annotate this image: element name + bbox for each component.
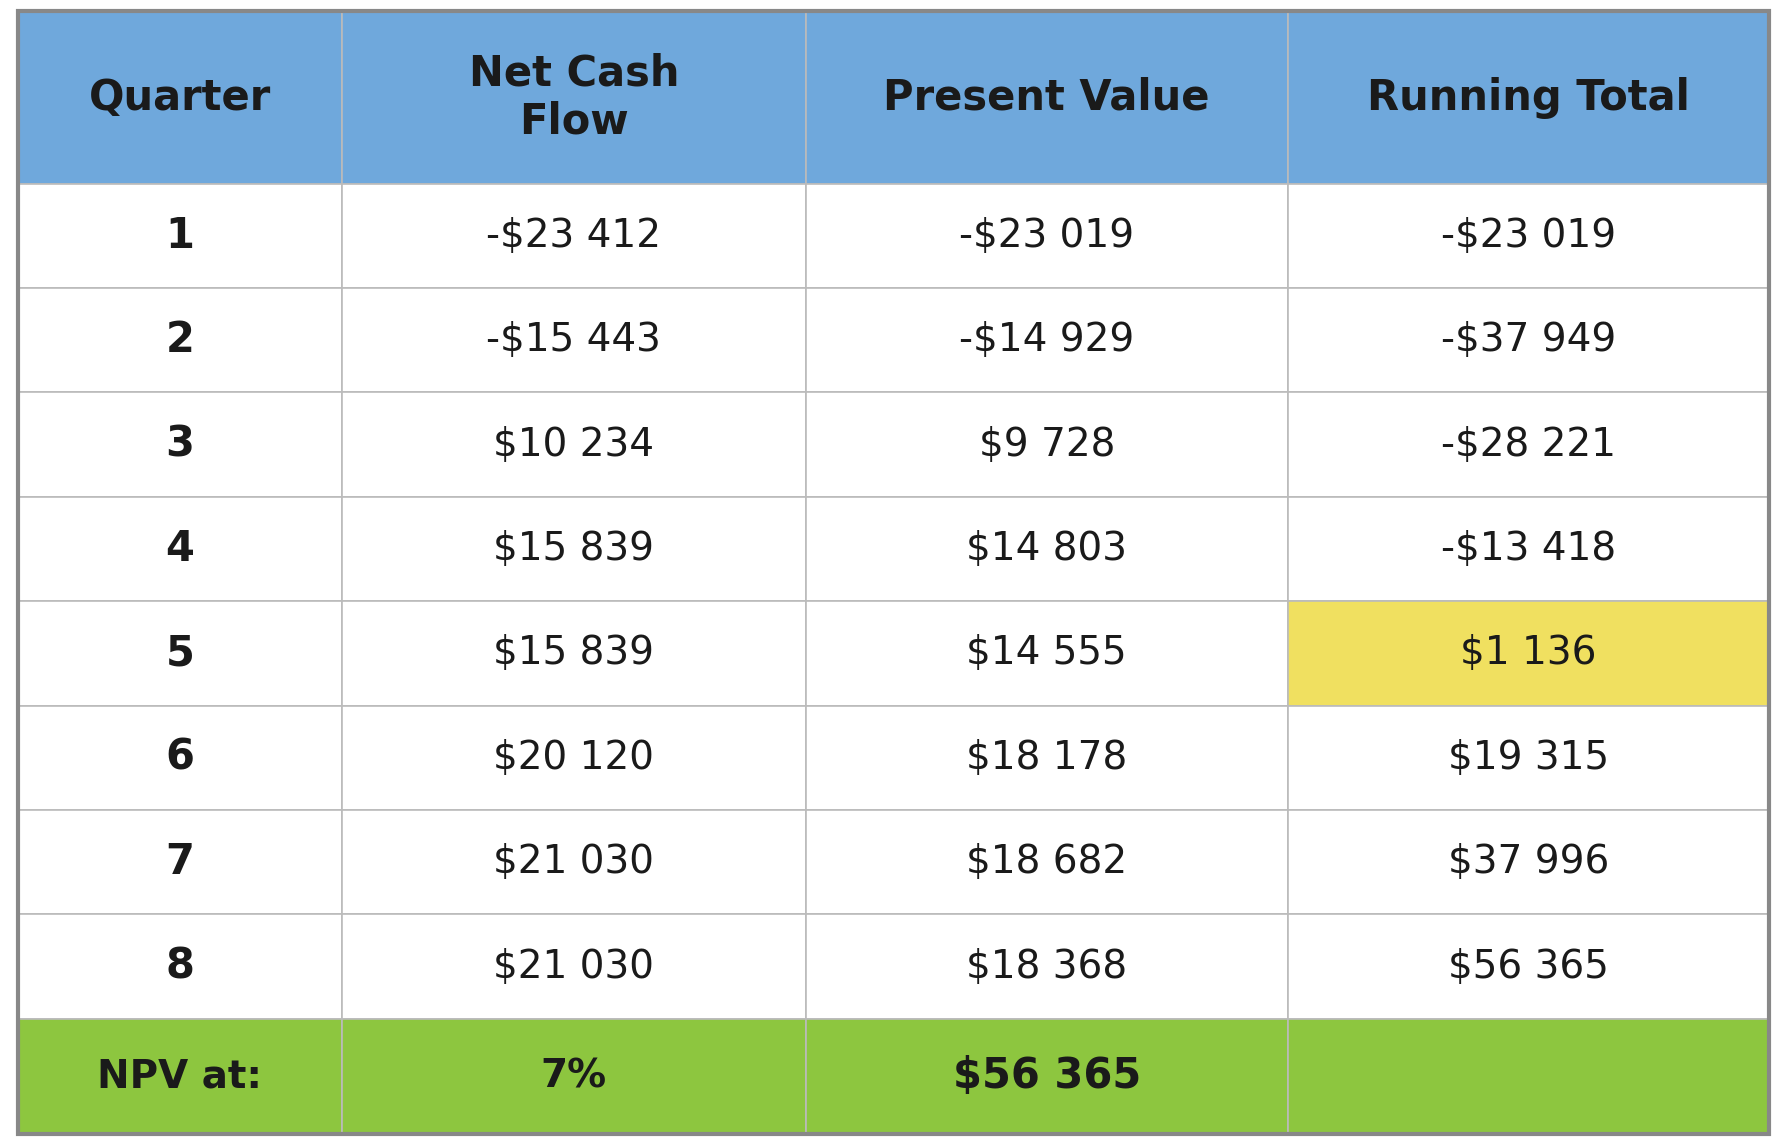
Text: $18 178: $18 178 (967, 739, 1128, 776)
Bar (806, 915, 1287, 1019)
Text: $18 368: $18 368 (967, 948, 1128, 986)
Text: $21 030: $21 030 (493, 948, 654, 986)
Bar (1287, 601, 1769, 705)
Text: NPV at:: NPV at: (96, 1057, 263, 1095)
Bar (341, 705, 806, 810)
Text: $15 839: $15 839 (493, 530, 654, 568)
Bar (1287, 497, 1769, 601)
Bar (341, 601, 806, 705)
Bar (806, 393, 1287, 497)
Bar (18, 497, 341, 601)
Text: 8: 8 (166, 946, 195, 987)
Text: $20 120: $20 120 (493, 739, 654, 776)
Bar (1287, 183, 1769, 289)
Text: -$13 418: -$13 418 (1440, 530, 1615, 568)
Text: $18 682: $18 682 (967, 843, 1128, 882)
Bar (806, 810, 1287, 915)
Bar (1287, 1019, 1769, 1134)
Bar (341, 810, 806, 915)
Bar (1287, 289, 1769, 393)
Bar (806, 497, 1287, 601)
Bar (18, 289, 341, 393)
Text: Running Total: Running Total (1367, 77, 1691, 119)
Text: -$37 949: -$37 949 (1440, 322, 1615, 360)
Bar (18, 183, 341, 289)
Text: $9 728: $9 728 (979, 426, 1115, 464)
Text: 7%: 7% (541, 1057, 608, 1095)
Bar (341, 1019, 806, 1134)
Text: 1: 1 (166, 215, 195, 256)
Text: -$23 412: -$23 412 (486, 216, 661, 255)
Bar (806, 601, 1287, 705)
Text: -$23 019: -$23 019 (960, 216, 1135, 255)
Text: $14 555: $14 555 (967, 634, 1128, 672)
Bar (1287, 393, 1769, 497)
Bar (341, 915, 806, 1019)
Text: 2: 2 (166, 319, 195, 362)
Text: $10 234: $10 234 (493, 426, 654, 464)
Bar (806, 183, 1287, 289)
Bar (18, 810, 341, 915)
Bar (806, 289, 1287, 393)
Bar (341, 497, 806, 601)
Text: 5: 5 (166, 632, 195, 674)
Text: $1 136: $1 136 (1460, 634, 1596, 672)
Bar (806, 705, 1287, 810)
Text: $15 839: $15 839 (493, 634, 654, 672)
Bar (341, 289, 806, 393)
Text: $19 315: $19 315 (1447, 739, 1608, 776)
Bar (18, 915, 341, 1019)
Bar (341, 11, 806, 183)
Bar (18, 601, 341, 705)
Text: -$23 019: -$23 019 (1440, 216, 1615, 255)
Text: -$28 221: -$28 221 (1440, 426, 1615, 464)
Text: $56 365: $56 365 (952, 1056, 1140, 1097)
Bar (1287, 705, 1769, 810)
Text: Net Cash
Flow: Net Cash Flow (468, 53, 679, 143)
Text: $37 996: $37 996 (1447, 843, 1608, 882)
Bar (18, 705, 341, 810)
Text: Present Value: Present Value (883, 77, 1210, 119)
Bar (341, 183, 806, 289)
Text: 6: 6 (166, 736, 195, 779)
Text: $14 803: $14 803 (967, 530, 1128, 568)
Text: $21 030: $21 030 (493, 843, 654, 882)
Bar (1287, 11, 1769, 183)
Bar (1287, 915, 1769, 1019)
Text: -$15 443: -$15 443 (486, 322, 661, 360)
Text: 3: 3 (166, 424, 195, 466)
Bar (18, 11, 341, 183)
Text: 4: 4 (166, 528, 195, 570)
Text: -$14 929: -$14 929 (960, 322, 1135, 360)
Bar (18, 1019, 341, 1134)
Bar (1287, 810, 1769, 915)
Bar (18, 393, 341, 497)
Bar (806, 11, 1287, 183)
Text: 7: 7 (166, 842, 195, 883)
Bar (806, 1019, 1287, 1134)
Text: $56 365: $56 365 (1447, 948, 1608, 986)
Bar (341, 393, 806, 497)
Text: Quarter: Quarter (89, 77, 272, 119)
